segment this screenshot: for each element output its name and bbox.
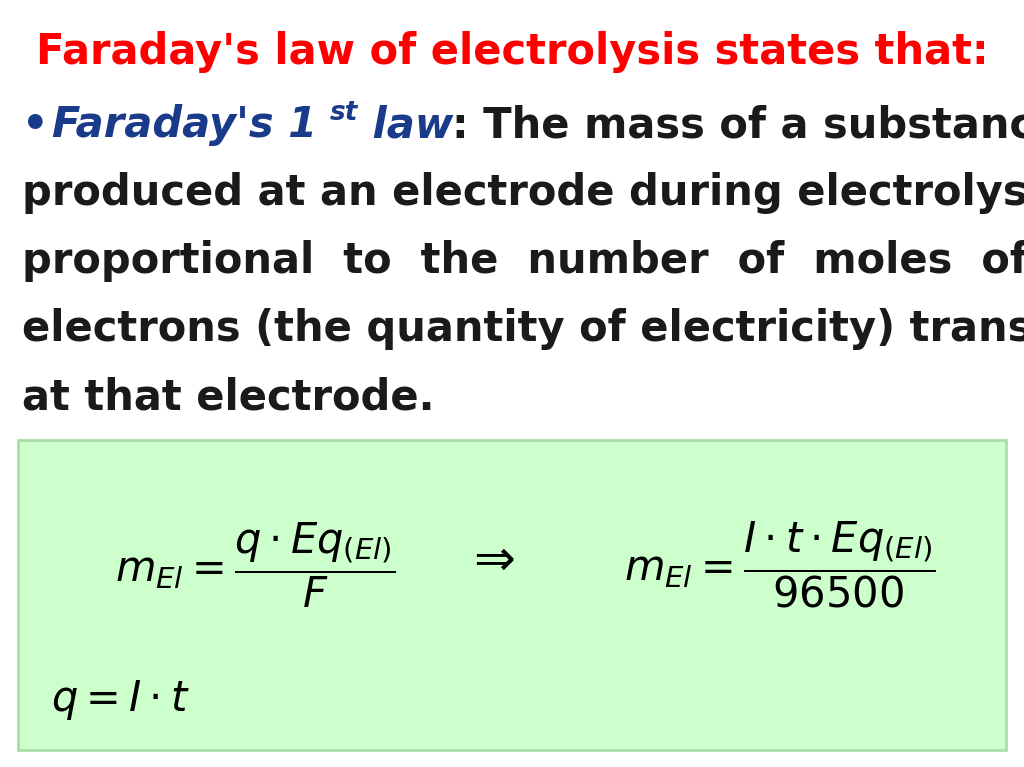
Text: •: • xyxy=(22,104,48,146)
Text: $\Rightarrow$: $\Rightarrow$ xyxy=(465,536,516,584)
Text: $m_{El} = \dfrac{I \cdot t \cdot Eq_{(El)}}{96500}$: $m_{El} = \dfrac{I \cdot t \cdot Eq_{(El… xyxy=(624,520,936,611)
Text: Faraday's law of electrolysis states that:: Faraday's law of electrolysis states tha… xyxy=(36,31,988,73)
Text: produced at an electrode during electrolysis is: produced at an electrode during electrol… xyxy=(22,172,1024,214)
Text: : The mass of a substance: : The mass of a substance xyxy=(452,104,1024,146)
Text: Faraday's 1: Faraday's 1 xyxy=(52,104,317,146)
Text: $q = I \cdot t$: $q = I \cdot t$ xyxy=(50,678,189,722)
Text: proportional  to  the  number  of  moles  of: proportional to the number of moles of xyxy=(22,240,1024,282)
Text: st: st xyxy=(330,100,358,126)
Text: electrons (the quantity of electricity) transferred: electrons (the quantity of electricity) … xyxy=(22,308,1024,350)
Text: $m_{El} = \dfrac{q \cdot Eq_{(El)}}{F}$: $m_{El} = \dfrac{q \cdot Eq_{(El)}}{F}$ xyxy=(115,520,395,610)
FancyBboxPatch shape xyxy=(18,440,1006,750)
Text: at that electrode.: at that electrode. xyxy=(22,376,434,418)
Text: law: law xyxy=(358,104,454,146)
